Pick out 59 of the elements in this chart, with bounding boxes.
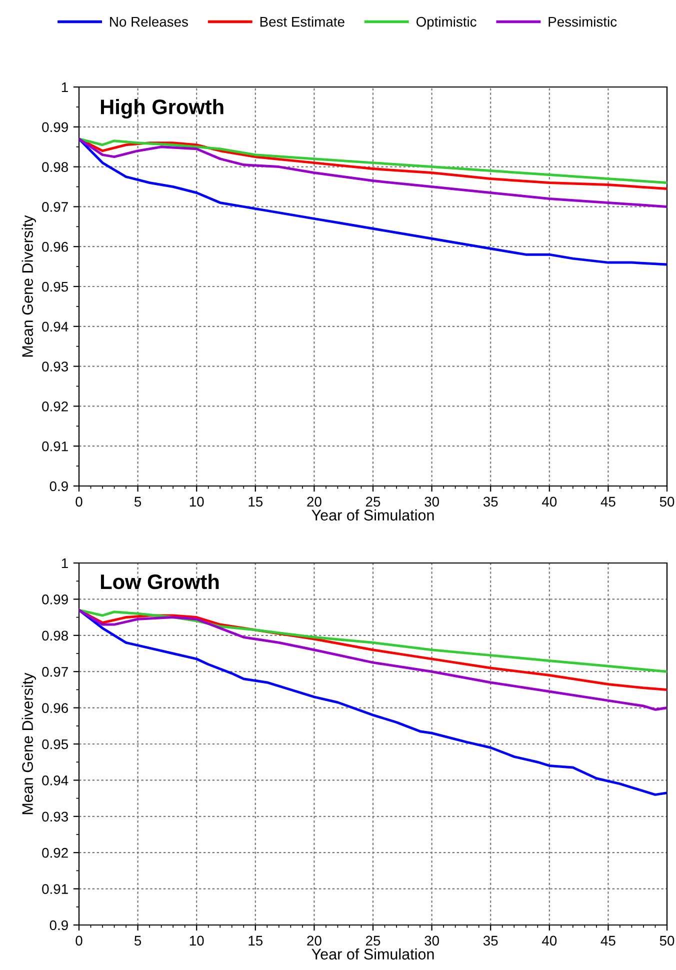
x-tick-label: 0 <box>76 496 82 507</box>
text: High Growth <box>100 98 224 118</box>
x-tick-label: 40 <box>542 496 557 507</box>
chart-title: Low Growth <box>100 574 219 590</box>
y-tick-label: 0.93 <box>42 362 68 372</box>
y-tick-label: 0.93 <box>42 812 68 822</box>
x-tick-label: 5 <box>134 936 142 946</box>
y-tick-label: 0.95 <box>42 282 68 292</box>
x-tick-label: 15 <box>248 496 263 507</box>
line-series <box>79 608 667 796</box>
y-tick-label: 1 <box>62 558 68 568</box>
x-tick-label: 45 <box>600 936 616 946</box>
x-tick-label: 25 <box>366 936 380 946</box>
x-tick-label: 5 <box>134 496 142 507</box>
line-series <box>79 608 667 673</box>
x-tick-label: 35 <box>483 496 498 507</box>
x-tick-label: 50 <box>660 496 674 507</box>
x-axis-title: Year of Simulation <box>312 509 434 521</box>
y-tick-label: 0.98 <box>42 162 68 172</box>
y-tick-label: 0.92 <box>42 848 68 858</box>
legend-label: Best Estimate <box>260 16 344 27</box>
y-tick-label: 0.99 <box>42 594 68 604</box>
y-tick-label: 0.92 <box>42 402 68 412</box>
x-tick-label: 15 <box>248 936 263 946</box>
y-tick-label: 0.9 <box>50 920 68 930</box>
y-tick-label: 0.94 <box>42 322 68 332</box>
y-tick-label: 0.97 <box>42 202 68 212</box>
legend-label: No Releases <box>110 16 188 27</box>
x-tick-label: 0 <box>76 936 82 946</box>
x-tick-label: 20 <box>307 936 322 946</box>
y-axis-title: Mean Gene Diversity <box>22 672 36 814</box>
y-tick-label: 0.91 <box>42 441 68 452</box>
y-tick-label: 0.9 <box>50 481 68 492</box>
x-axis-title: Year of Simulation <box>312 948 434 960</box>
x-tick-label: 10 <box>190 496 204 507</box>
y-tick-label: 0.91 <box>42 884 68 894</box>
x-tick-label: 40 <box>542 936 557 946</box>
x-tick-label: 10 <box>190 936 204 946</box>
legend-label: Optimistic <box>416 16 476 30</box>
line-series <box>79 608 667 711</box>
y-tick-label: 0.96 <box>42 703 68 713</box>
y-tick-label: 0.98 <box>42 630 68 641</box>
legend-label: Pessimistic <box>548 16 617 27</box>
x-tick-label: 30 <box>424 936 439 946</box>
x-tick-label: 20 <box>307 496 322 507</box>
y-tick-label: 0.95 <box>42 739 68 750</box>
y-tick-label: 0.96 <box>42 242 68 252</box>
line-series <box>79 138 667 266</box>
y-tick-label: 0.97 <box>42 666 68 677</box>
y-tick-label: 0.99 <box>42 122 68 132</box>
y-tick-label: 0.94 <box>42 776 68 786</box>
x-tick-label: 35 <box>483 936 498 946</box>
x-tick-label: 30 <box>424 496 439 507</box>
x-tick-label: 45 <box>600 496 616 507</box>
y-tick-label: 1 <box>62 82 68 92</box>
x-tick-label: 50 <box>660 936 674 946</box>
x-tick-label: 25 <box>366 496 380 507</box>
line-series <box>79 138 667 208</box>
y-axis-title: Mean Gene Diversity <box>22 215 36 357</box>
